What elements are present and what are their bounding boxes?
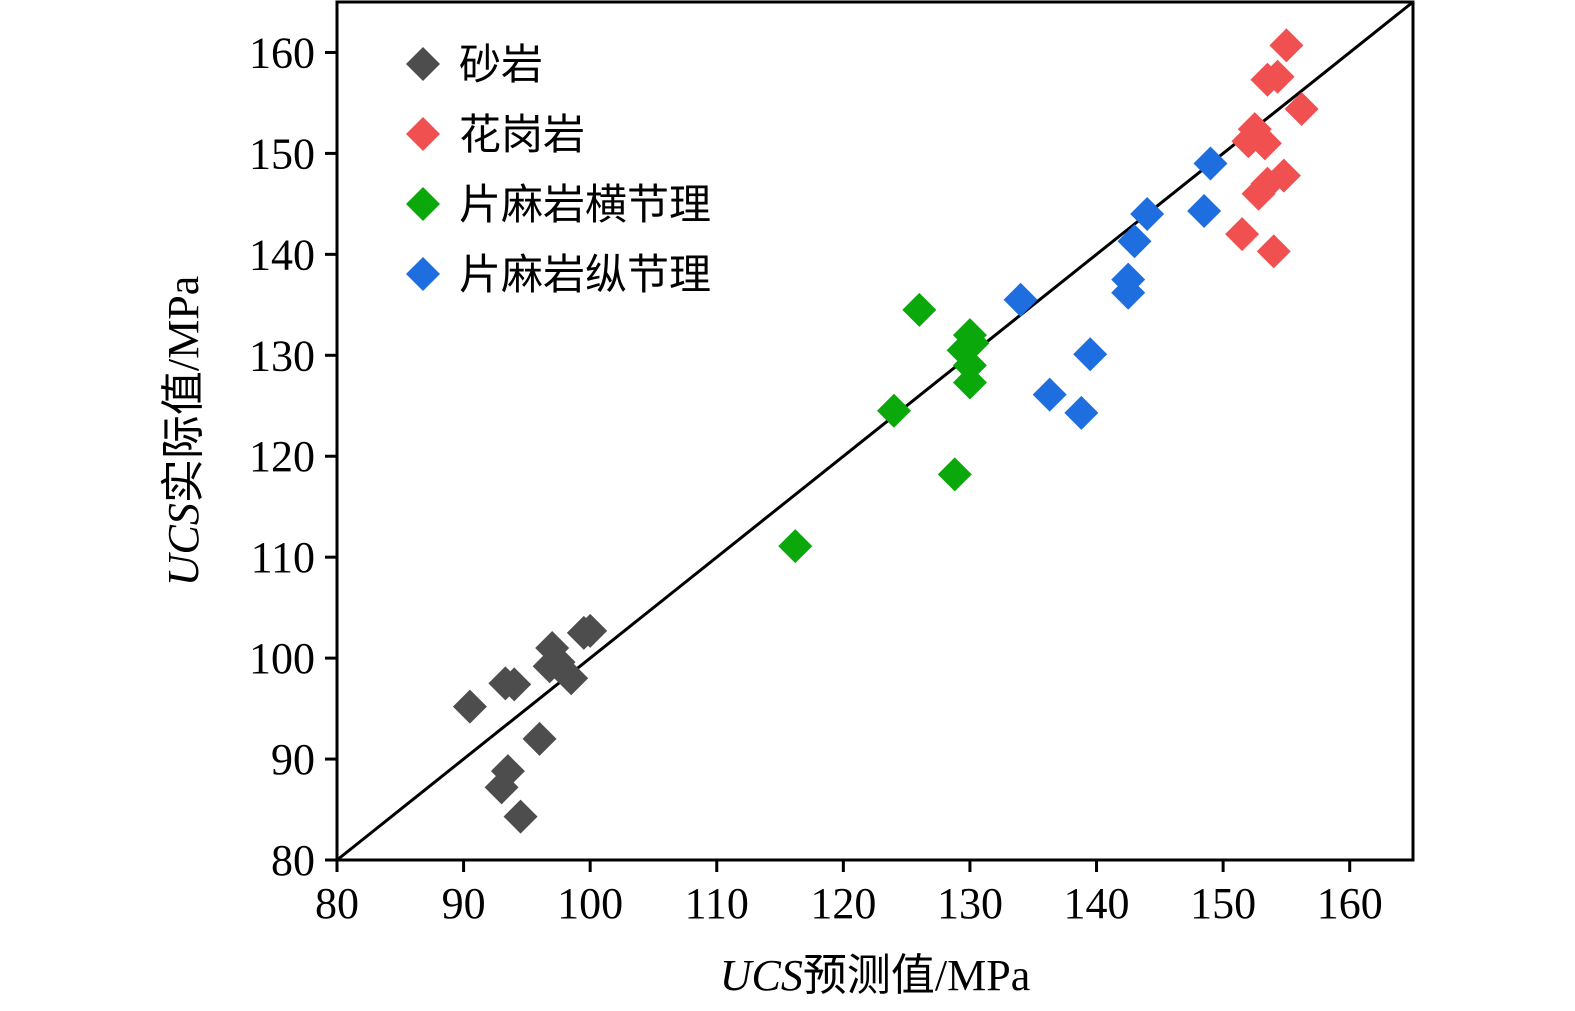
y-tick-label: 130 [249, 331, 315, 380]
x-tick-label: 150 [1190, 879, 1256, 928]
data-point [778, 529, 813, 564]
data-point [1256, 234, 1291, 269]
legend-marker [406, 257, 440, 291]
y-tick-label: 150 [249, 129, 315, 178]
data-point [1111, 275, 1146, 310]
data-point [1260, 59, 1295, 94]
data-point [484, 770, 519, 805]
x-tick-label: 90 [442, 879, 486, 928]
legend-item-3: 片麻岩纵节理 [406, 250, 711, 299]
data-point [522, 721, 557, 756]
data-point [1193, 146, 1228, 181]
reference-line-y-equals-x [337, 2, 1413, 860]
data-point [1241, 176, 1276, 211]
legend-item-0: 砂岩 [406, 40, 543, 89]
legend-marker [406, 117, 440, 151]
data-point [952, 348, 987, 383]
x-tick-label: 140 [1064, 879, 1130, 928]
x-tick-label: 130 [937, 879, 1003, 928]
data-point [902, 292, 937, 327]
y-tick-label: 80 [271, 836, 315, 885]
data-point [497, 667, 532, 702]
x-tick-label: 120 [810, 879, 876, 928]
x-axis-title: UCS预测值/MPa [720, 951, 1030, 1000]
data-point [1064, 395, 1099, 430]
y-tick-label: 100 [249, 634, 315, 683]
legend-marker [406, 47, 440, 81]
legend-label: 片麻岩横节理 [459, 180, 711, 229]
data-point [1032, 377, 1067, 412]
y-tick-label: 160 [249, 28, 315, 77]
series-3 [1003, 146, 1228, 430]
legend-item-2: 片麻岩横节理 [406, 180, 711, 229]
data-point [937, 457, 972, 492]
y-tick-label: 90 [271, 735, 315, 784]
data-point [452, 689, 487, 724]
data-point [955, 326, 990, 361]
data-point [1247, 126, 1282, 161]
axes: 80 90 100 110 120 130 140 150 160 80 90 100 110 120 13… [159, 0, 1415, 1000]
legend-item-1: 花岗岩 [406, 110, 585, 159]
data-point [554, 661, 589, 696]
data-point [503, 799, 538, 834]
data-point [952, 365, 987, 400]
series-1 [1225, 28, 1319, 269]
x-tick-label: 110 [685, 879, 749, 928]
plot-frame [335, 0, 1415, 862]
plot-area [337, 2, 1413, 860]
legend-marker [406, 187, 440, 221]
series-0 [452, 613, 608, 834]
data-point [573, 613, 608, 648]
data-point [1269, 28, 1304, 63]
data-point [876, 393, 911, 428]
x-tick-label: 160 [1317, 879, 1383, 928]
data-point [1003, 282, 1038, 317]
y-axis-title: UCS实际值/MPa [159, 276, 208, 586]
legend-label: 片麻岩纵节理 [459, 250, 711, 299]
data-point [1284, 91, 1319, 126]
series-2 [778, 292, 990, 564]
y-tick-label: 120 [249, 432, 315, 481]
data-point [1117, 224, 1152, 259]
legend-label: 花岗岩 [459, 110, 585, 159]
data-point [1225, 217, 1260, 252]
data-point [1187, 193, 1222, 228]
y-tick-label: 140 [249, 230, 315, 279]
y-tick-label: 110 [251, 533, 315, 582]
data-point [1130, 196, 1165, 231]
x-tick-label: 80 [315, 879, 359, 928]
x-tick-label: 100 [557, 879, 623, 928]
data-point [1073, 337, 1108, 372]
legend-label: 砂岩 [459, 40, 543, 89]
